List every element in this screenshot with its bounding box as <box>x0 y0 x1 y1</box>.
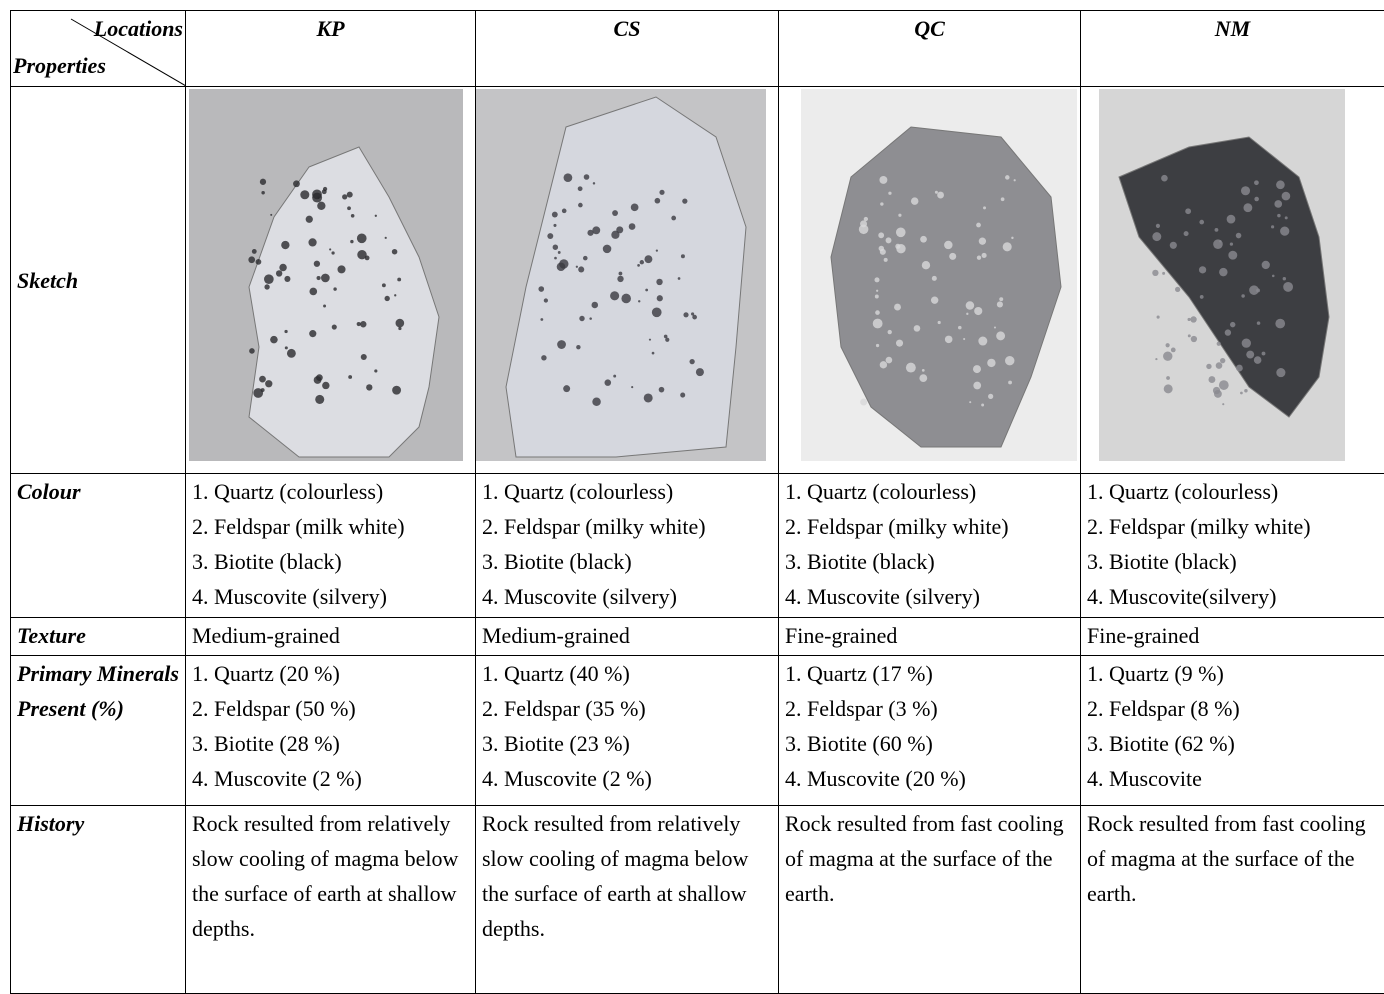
row-label: Primary Minerals Present (%) <box>11 656 186 806</box>
rock-photo <box>1081 87 1345 463</box>
row-label: Colour <box>11 474 186 618</box>
cell-line: 4. Muscovite (2 %) <box>482 761 772 796</box>
cell: 1. Quartz (colourless)2. Feldspar (milky… <box>1081 474 1384 618</box>
rock-photo <box>476 87 766 463</box>
cell-line: 4. Muscovite (silvery) <box>192 579 469 614</box>
cell-line: 4. Muscovite(silvery) <box>1087 579 1378 614</box>
cell-line: 2. Feldspar (milk white) <box>192 509 469 544</box>
row: Primary Minerals Present (%)1. Quartz (2… <box>11 656 1384 806</box>
cell-line: 3. Biotite (black) <box>482 544 772 579</box>
rock-photo <box>186 87 463 463</box>
cell: Fine-grained <box>1081 618 1384 656</box>
cell: 1. Quartz (colourless)2. Feldspar (milky… <box>779 474 1081 618</box>
cell-line: Rock resulted from fast cooling of magma… <box>1087 806 1378 911</box>
column-header: KP <box>186 11 476 87</box>
cell-line: Rock resulted from fast cooling of magma… <box>785 806 1074 911</box>
cell-line: Fine-grained <box>1087 618 1378 653</box>
cell-line: 1. Quartz (20 %) <box>192 656 469 691</box>
cell-line: 2. Feldspar (8 %) <box>1087 691 1378 726</box>
row: Sketch <box>11 87 1384 474</box>
cell: 1. Quartz (9 %)2. Feldspar (8 %)3. Bioti… <box>1081 656 1384 806</box>
column-header: QC <box>779 11 1081 87</box>
sketch-cell <box>476 87 779 474</box>
cell: 1. Quartz (20 %)2. Feldspar (50 %)3. Bio… <box>186 656 476 806</box>
column-header: CS <box>476 11 779 87</box>
sketch-cell <box>1081 87 1384 474</box>
cell-line: 3. Biotite (28 %) <box>192 726 469 761</box>
cell-line: Medium-grained <box>482 618 772 653</box>
cell-line: 1. Quartz (colourless) <box>1087 474 1378 509</box>
cell-line: Rock resulted from relatively slow cooli… <box>482 806 772 946</box>
cell-line: Fine-grained <box>785 618 1074 653</box>
cell: Rock resulted from fast cooling of magma… <box>1081 806 1384 994</box>
cell: Medium-grained <box>186 618 476 656</box>
row-label: Sketch <box>11 87 186 474</box>
cell-line: 1. Quartz (40 %) <box>482 656 772 691</box>
cell-line: Medium-grained <box>192 618 469 653</box>
sketch-cell <box>779 87 1081 474</box>
cell-line: 3. Biotite (black) <box>1087 544 1378 579</box>
cell-line: 3. Biotite (23 %) <box>482 726 772 761</box>
cell-line: 2. Feldspar (milky white) <box>785 509 1074 544</box>
cell: Rock resulted from fast cooling of magma… <box>779 806 1081 994</box>
cell-line: 4. Muscovite (20 %) <box>785 761 1074 796</box>
cell: Medium-grained <box>476 618 779 656</box>
cell-line: Rock resulted from relatively slow cooli… <box>192 806 469 946</box>
sketch-cell <box>186 87 476 474</box>
cell-line: 4. Muscovite (silvery) <box>785 579 1074 614</box>
cell-line: 3. Biotite (60 %) <box>785 726 1074 761</box>
column-header: NM <box>1081 11 1384 87</box>
cell: 1. Quartz (colourless)2. Feldspar (milk … <box>186 474 476 618</box>
page: LocationsPropertiesKPCSQCNMSketchColour1… <box>0 0 1384 983</box>
cell-line: 1. Quartz (colourless) <box>192 474 469 509</box>
cell-line: 1. Quartz (9 %) <box>1087 656 1378 691</box>
cell: Rock resulted from relatively slow cooli… <box>476 806 779 994</box>
cell-line: 4. Muscovite <box>1087 761 1378 796</box>
corner-bottom: Properties <box>13 48 106 84</box>
cell-line: 2. Feldspar (milky white) <box>1087 509 1378 544</box>
cell: Fine-grained <box>779 618 1081 656</box>
corner-top: Locations <box>94 11 183 47</box>
cell-line: 3. Biotite (black) <box>192 544 469 579</box>
cell-line: 1. Quartz (17 %) <box>785 656 1074 691</box>
row-label: Texture <box>11 618 186 656</box>
cell: 1. Quartz (colourless)2. Feldspar (milky… <box>476 474 779 618</box>
cell-line: 2. Feldspar (35 %) <box>482 691 772 726</box>
cell-line: 3. Biotite (62 %) <box>1087 726 1378 761</box>
cell-line: 1. Quartz (colourless) <box>785 474 1074 509</box>
cell-line: 4. Muscovite (2 %) <box>192 761 469 796</box>
cell: 1. Quartz (40 %)2. Feldspar (35 %)3. Bio… <box>476 656 779 806</box>
cell-line: 2. Feldspar (50 %) <box>192 691 469 726</box>
cell-line: 4. Muscovite (silvery) <box>482 579 772 614</box>
cell-line: 2. Feldspar (3 %) <box>785 691 1074 726</box>
row-label: History <box>11 806 186 994</box>
cell: Rock resulted from relatively slow cooli… <box>186 806 476 994</box>
cell: 1. Quartz (17 %)2. Feldspar (3 %)3. Biot… <box>779 656 1081 806</box>
cell-line: 3. Biotite (black) <box>785 544 1074 579</box>
cell-line: 1. Quartz (colourless) <box>482 474 772 509</box>
rock-photo <box>779 87 1077 463</box>
cell-line: 2. Feldspar (milky white) <box>482 509 772 544</box>
